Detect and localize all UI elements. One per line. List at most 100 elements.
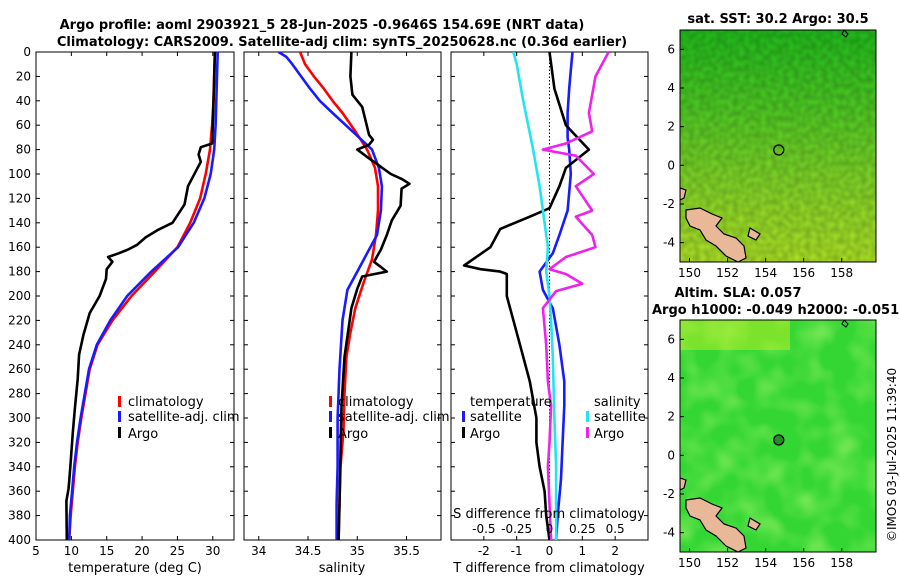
map-y-tick-label: -2 — [663, 197, 675, 211]
x-tick-label: 25 — [170, 544, 185, 558]
map-x-tick-label: 158 — [830, 266, 853, 280]
y-tick-label: 120 — [8, 191, 31, 205]
x-tick-label: 34 — [251, 544, 266, 558]
map-y-tick-label: 0 — [667, 448, 675, 462]
map-x-tick-label: 158 — [830, 556, 853, 570]
map-x-tick-label: 150 — [678, 266, 701, 280]
map-y-tick-label: 2 — [667, 120, 675, 134]
y-tick-label: 40 — [16, 94, 31, 108]
x-tick-label: 35 — [350, 544, 365, 558]
x-tick-label: 5 — [32, 544, 40, 558]
y-tick-label: 100 — [8, 167, 31, 181]
y-tick-label: 20 — [16, 69, 31, 83]
figure-title-line1: Argo profile: aoml 2903921_5 28-Jun-2025… — [60, 18, 585, 33]
temperature-axes-box — [35, 51, 235, 541]
series-line-argo-temperature — [462, 52, 591, 540]
land-island — [680, 477, 687, 491]
figure-title-line2: Climatology: CARS2009. Satellite-adj cli… — [57, 35, 627, 50]
x-tick-label: 30 — [205, 544, 220, 558]
series-line-argo — [65, 52, 217, 540]
map-y-tick-label: -2 — [663, 487, 675, 501]
legend-swatch-satellite — [118, 411, 121, 422]
y-tick-label: 60 — [16, 118, 31, 132]
sst-map-frame — [679, 29, 877, 263]
map-y-tick-label: -4 — [663, 526, 675, 540]
sla-map-title: Altim. SLA: 0.057 — [675, 286, 802, 301]
x-tick-label: 20 — [134, 544, 149, 558]
sst-map: sat. SST: 30.2 Argo: 30.5 150 152 154 156 15… — [663, 12, 877, 280]
temperature-xlabel: temperature (deg C) — [68, 561, 202, 576]
series-line-climatology — [67, 52, 217, 540]
land-new-guinea — [685, 207, 747, 262]
land-island — [747, 227, 761, 241]
y-tick-label: 240 — [8, 338, 31, 352]
legend-label-climatology: climatology — [338, 395, 414, 410]
legend-label-satellite: satellite-adj. clim — [338, 410, 450, 425]
salinity-axes-box — [243, 51, 442, 541]
legend-swatch-argo — [329, 427, 332, 438]
map-y-tick-label: 4 — [667, 371, 675, 385]
y-tick-label: 80 — [16, 143, 31, 157]
x-tick-label: -2 — [478, 544, 490, 558]
y-tick-label: 180 — [8, 265, 31, 279]
x-tick-label: 1 — [579, 544, 587, 558]
map-y-tick-label: 0 — [667, 158, 675, 172]
series-line-argo-salinity — [541, 52, 610, 540]
map-x-tick-label: 152 — [716, 556, 739, 570]
legend-label-temp-argo: Argo — [470, 427, 500, 442]
y-tick-label: 0 — [23, 45, 31, 59]
legend-label-satellite: satellite-adj. clim — [128, 410, 240, 425]
map-y-tick-label: -4 — [663, 236, 675, 250]
map-x-tick-label: 154 — [754, 266, 777, 280]
series-line-satellite-adj-clim — [277, 52, 384, 540]
legend-swatch-argo — [118, 427, 121, 438]
x-tick-label: 10 — [64, 544, 79, 558]
credit-text: ©IMOS 03-Jul-2025 11:39:40 — [885, 368, 899, 542]
argo-position-marker — [773, 434, 785, 446]
legend-swatch-sal-satellite — [586, 411, 589, 422]
land-islet — [841, 320, 849, 328]
x-tick-label: 2 — [611, 544, 619, 558]
series-line-satellite-salinity — [512, 52, 558, 540]
legend-label-temp-satellite: satellite — [470, 410, 522, 425]
difference-xlabel: T difference from climatology — [452, 561, 645, 576]
y-tick-label: 300 — [8, 411, 31, 425]
secondary-x-tick-label: 0.25 — [569, 522, 596, 536]
y-tick-label: 200 — [8, 289, 31, 303]
map-x-tick-label: 156 — [792, 266, 815, 280]
series-line-satellite-adj-clim — [67, 52, 219, 540]
secondary-x-tick-label: -0.25 — [501, 522, 532, 536]
series-line-argo — [337, 52, 411, 540]
legend-label-sal-argo: Argo — [594, 427, 624, 442]
map-y-tick-label: 2 — [667, 410, 675, 424]
secondary-x-tick-label: -0.5 — [472, 522, 495, 536]
sla-map-frame — [679, 319, 877, 553]
legend-label-argo: Argo — [338, 427, 368, 442]
temperature-legend: climatology satellite-adj. clim Argo — [118, 395, 240, 442]
difference-panel: -2 -1 0 1 2 -0.5 -0.25 0 0.25 0.5 S difference f… — [450, 51, 649, 576]
legend-title-salinity: salinity — [594, 395, 641, 410]
map-x-tick-label: 150 — [678, 556, 701, 570]
y-tick-label: 280 — [8, 387, 31, 401]
temperature-panel: 0204060801001201401601802002202402602803… — [8, 45, 648, 576]
y-tick-label: 340 — [8, 460, 31, 474]
salinity-xlabel: salinity — [319, 561, 366, 576]
y-tick-label: 260 — [8, 362, 31, 376]
x-tick-label: 15 — [99, 544, 114, 558]
legend-swatch-temp-satellite — [462, 411, 465, 422]
legend-title-temperature: temperature — [470, 395, 552, 410]
sla-map: Altim. SLA: 0.057 Argo h1000: -0.049 h20… — [652, 286, 899, 570]
legend-label-climatology: climatology — [128, 395, 204, 410]
map-x-tick-label: 152 — [716, 266, 739, 280]
legend-swatch-satellite — [329, 411, 332, 422]
y-tick-label: 160 — [8, 240, 31, 254]
secondary-x-tick-label: 0 — [546, 522, 554, 536]
argo-position-marker — [773, 144, 785, 156]
series-line-climatology — [298, 52, 380, 540]
difference-secondary-xlabel: S difference from climatology — [453, 507, 645, 522]
y-tick-label: 140 — [8, 216, 31, 230]
sla-map-subtitle: Argo h1000: -0.049 h2000: -0.051 — [652, 303, 899, 318]
map-x-tick-label: 154 — [754, 556, 777, 570]
map-x-tick-label: 156 — [792, 556, 815, 570]
